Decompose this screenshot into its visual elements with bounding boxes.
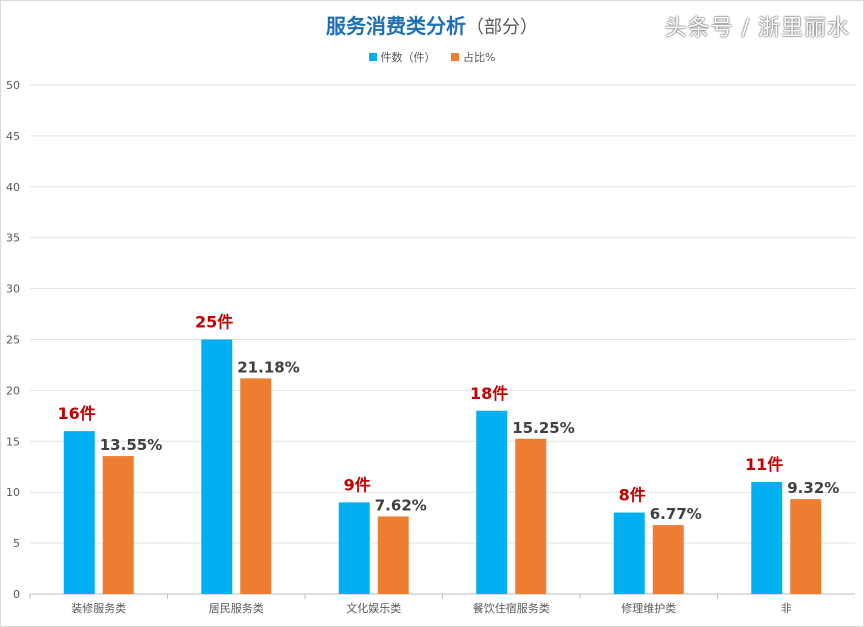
legend-item-count: 件数（件） [368,49,436,65]
bar-count [751,482,783,594]
bar-count [201,339,233,594]
watermark: 头条号 / 浙里丽水 [664,16,850,41]
data-label: 8件 [619,486,646,505]
title-sub: （部分） [466,17,538,38]
data-label: 7.62% [375,496,427,514]
y-tick-label: 45 [6,130,20,143]
x-tick-label: 餐饮住宿服务类 [473,601,550,615]
data-label: 18件 [470,384,508,403]
x-tick-label: 修理维护类 [621,601,676,615]
data-label: 15.25% [512,419,574,437]
data-label: 6.77% [650,505,702,523]
title-main: 服务消费类分析 [326,14,466,38]
chart-title: 服务消费类分析（部分） [0,10,864,39]
bar-count [63,431,95,594]
y-tick-label: 10 [6,486,20,499]
y-tick-label: 40 [6,181,20,194]
bar-percent [240,378,272,594]
legend-label: 件数（件） [380,51,436,64]
y-tick-label: 0 [13,588,20,601]
legend-label: 占比% [463,51,496,64]
bar-percent [790,499,822,594]
y-tick-label: 25 [6,334,20,347]
legend-swatch [451,53,460,61]
bar-percent [652,525,684,594]
y-tick-label: 35 [6,232,20,245]
bar-count [476,410,508,594]
x-tick-label: 居民服务类 [209,601,264,615]
legend-item-pct: 占比% [451,49,495,65]
y-tick-label: 30 [6,283,20,296]
data-label: 21.18% [237,358,299,376]
bar-percent [377,516,409,594]
x-tick-label: 非 [781,602,792,615]
y-tick-label: 15 [6,435,20,448]
x-tick-label: 文化娱乐类 [346,601,401,615]
bar-percent [515,438,547,594]
bar-count [613,512,645,594]
bar-count [338,502,370,594]
data-label: 16件 [57,404,95,423]
data-label: 9.32% [787,479,839,497]
legend-swatch [368,53,377,61]
y-tick-label: 5 [13,537,20,550]
legend: 件数（件） 占比% [0,49,864,65]
bar-percent [102,456,134,594]
data-label: 25件 [195,313,233,332]
data-label: 11件 [745,455,783,474]
data-label: 9件 [344,475,371,494]
data-label: 13.55% [100,436,162,454]
x-tick-label: 装修服务类 [71,601,126,615]
y-tick-label: 20 [6,384,20,397]
y-tick-label: 50 [6,79,20,92]
